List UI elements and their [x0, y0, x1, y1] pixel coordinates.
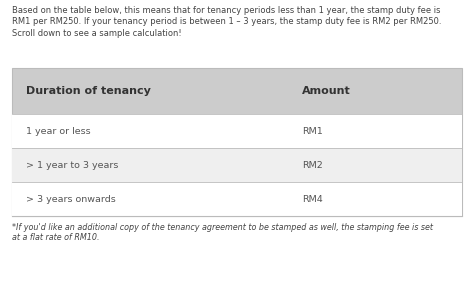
Text: > 3 years onwards: > 3 years onwards	[26, 195, 116, 204]
Text: 1 year or less: 1 year or less	[26, 126, 91, 135]
Bar	[12, 148, 462, 182]
Text: *If you'd like an additional copy of the tenancy agreement to be stamped as well: *If you'd like an additional copy of the…	[12, 223, 433, 232]
Text: Scroll down to see a sample calculation!: Scroll down to see a sample calculation!	[12, 29, 182, 38]
Text: Amount: Amount	[302, 86, 351, 96]
Text: at a flat rate of RM10.: at a flat rate of RM10.	[12, 233, 100, 242]
Text: RM4: RM4	[302, 195, 323, 204]
Bar	[12, 68, 462, 216]
Text: RM1: RM1	[302, 126, 323, 135]
Text: Duration of tenancy: Duration of tenancy	[26, 86, 151, 96]
Bar	[12, 182, 462, 216]
Bar	[12, 114, 462, 148]
Text: > 1 year to 3 years: > 1 year to 3 years	[26, 161, 118, 170]
Text: RM2: RM2	[302, 161, 323, 170]
Text: Based on the table below, this means that for tenancy periods less than 1 year, : Based on the table below, this means tha…	[12, 6, 440, 15]
Text: RM1 per RM250. If your tenancy period is between 1 – 3 years, the stamp duty fee: RM1 per RM250. If your tenancy period is…	[12, 18, 441, 27]
